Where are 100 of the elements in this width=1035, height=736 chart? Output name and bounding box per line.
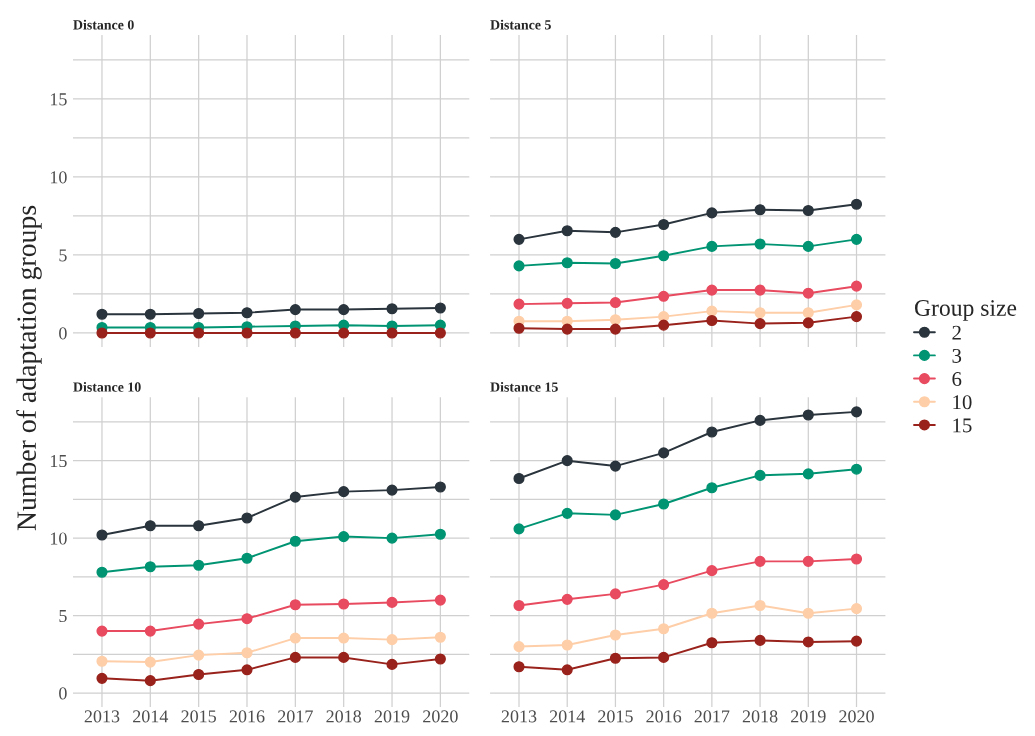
point bbox=[96, 566, 108, 578]
point bbox=[706, 284, 718, 296]
point bbox=[850, 406, 863, 418]
point bbox=[289, 599, 301, 611]
y-tick-label: 5 bbox=[59, 249, 67, 262]
point bbox=[658, 290, 670, 302]
y-tick-label: 10 bbox=[50, 171, 67, 184]
point bbox=[241, 512, 253, 524]
legend-title: Group size bbox=[915, 300, 1017, 321]
x-tick-label: 2016 bbox=[229, 710, 265, 723]
y-tick-label: 5 bbox=[59, 610, 67, 623]
point bbox=[706, 607, 718, 619]
point bbox=[561, 664, 573, 676]
y-tick-label: 15 bbox=[50, 93, 67, 106]
point bbox=[241, 664, 253, 676]
point bbox=[754, 307, 766, 319]
point bbox=[513, 661, 525, 673]
point bbox=[193, 307, 205, 320]
point bbox=[241, 647, 253, 659]
point bbox=[802, 307, 814, 319]
chart-title: Distance 10 bbox=[73, 381, 141, 392]
x-tick-label: 2020 bbox=[839, 710, 874, 723]
point bbox=[338, 531, 350, 543]
chart-title: Distance 0 bbox=[73, 19, 134, 30]
point bbox=[754, 284, 766, 296]
point bbox=[609, 629, 621, 641]
legend-label: 15 bbox=[953, 418, 972, 433]
point bbox=[96, 308, 108, 320]
point bbox=[706, 565, 718, 577]
point bbox=[802, 317, 814, 329]
point bbox=[706, 314, 718, 327]
point bbox=[658, 498, 670, 510]
point bbox=[850, 463, 863, 475]
point bbox=[434, 528, 446, 540]
point bbox=[96, 655, 108, 667]
point bbox=[658, 218, 670, 231]
point bbox=[802, 468, 814, 480]
point bbox=[289, 651, 301, 663]
x-tick-label: 2013 bbox=[84, 710, 120, 723]
point bbox=[754, 414, 766, 426]
point bbox=[658, 447, 670, 459]
point bbox=[434, 594, 446, 606]
point bbox=[561, 639, 573, 651]
point bbox=[434, 302, 446, 314]
point bbox=[802, 287, 814, 299]
point bbox=[754, 318, 766, 330]
point bbox=[338, 486, 350, 498]
point bbox=[609, 257, 621, 270]
point bbox=[96, 529, 108, 541]
point bbox=[609, 226, 621, 238]
y-tick-label: 15 bbox=[50, 455, 67, 468]
point bbox=[850, 635, 863, 647]
point bbox=[609, 588, 621, 600]
point bbox=[802, 204, 814, 217]
point bbox=[658, 623, 670, 635]
point bbox=[609, 323, 621, 335]
point bbox=[338, 632, 350, 644]
point bbox=[513, 260, 525, 272]
x-tick-label: 2015 bbox=[598, 710, 633, 723]
point bbox=[850, 311, 863, 323]
point bbox=[386, 634, 398, 646]
point bbox=[658, 651, 670, 663]
point bbox=[144, 308, 156, 320]
x-tick-label: 2015 bbox=[181, 710, 217, 723]
legend-label: 10 bbox=[953, 395, 972, 410]
chart-title: Distance 5 bbox=[490, 19, 551, 30]
point bbox=[241, 327, 253, 339]
point bbox=[289, 491, 301, 503]
point bbox=[561, 323, 573, 335]
point bbox=[386, 658, 398, 670]
point bbox=[754, 555, 766, 567]
point bbox=[144, 625, 156, 637]
point bbox=[386, 532, 398, 544]
point bbox=[706, 240, 718, 252]
point bbox=[754, 204, 766, 216]
point bbox=[193, 327, 205, 339]
x-tick-label: 2017 bbox=[694, 710, 730, 723]
point bbox=[754, 469, 766, 481]
point bbox=[802, 636, 814, 648]
point bbox=[850, 603, 863, 615]
point bbox=[561, 225, 573, 237]
point bbox=[561, 593, 573, 605]
point bbox=[434, 481, 446, 493]
point bbox=[434, 653, 446, 665]
point bbox=[513, 298, 525, 310]
point bbox=[144, 520, 156, 532]
point bbox=[144, 327, 156, 339]
point bbox=[609, 509, 621, 521]
point bbox=[193, 520, 205, 532]
x-tick-label: 2013 bbox=[501, 710, 537, 723]
point bbox=[513, 599, 525, 612]
point bbox=[338, 651, 350, 663]
point bbox=[289, 304, 301, 316]
point bbox=[561, 257, 573, 269]
point bbox=[193, 668, 205, 681]
point bbox=[96, 625, 108, 637]
point bbox=[513, 523, 525, 535]
point bbox=[289, 327, 301, 339]
point bbox=[241, 552, 253, 564]
point bbox=[193, 649, 205, 661]
